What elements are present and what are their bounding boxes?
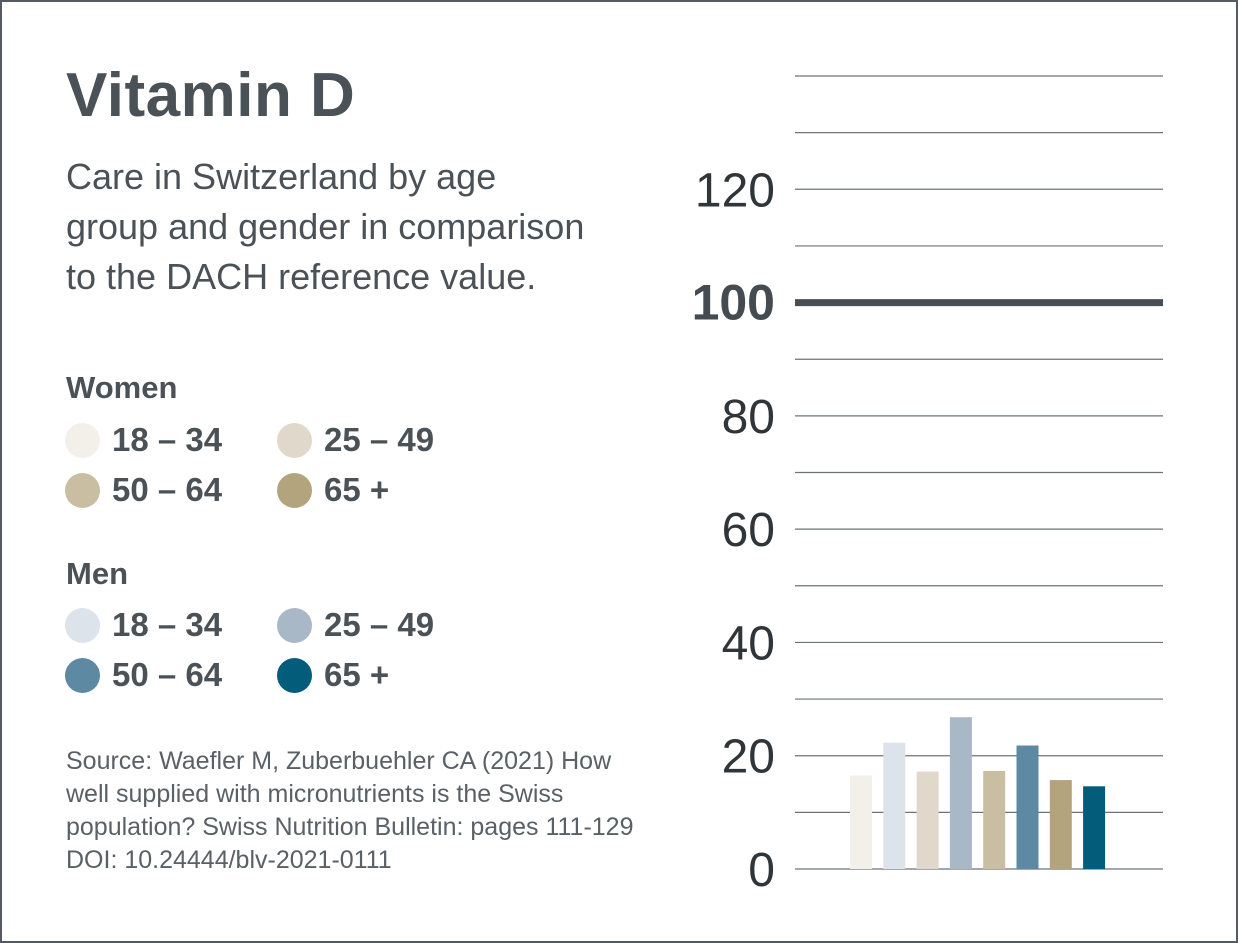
legend-women-18-34: 18 – 34 <box>65 420 222 460</box>
legend-dot-icon <box>277 607 312 643</box>
legend-men-50-64: 50 – 64 <box>65 655 222 695</box>
chart-title: Vitamin D <box>66 61 356 130</box>
legend-dot-icon <box>277 422 312 458</box>
bar-1 <box>850 775 872 869</box>
legend-dot-icon <box>277 472 312 508</box>
bar-8 <box>1083 786 1106 869</box>
bar-5 <box>983 771 1006 869</box>
legend-dot-icon <box>65 472 100 508</box>
bar-6 <box>1016 745 1039 869</box>
bar-3 <box>916 771 939 869</box>
legend-women-25-49: 25 – 49 <box>277 420 434 460</box>
y-tick-label: 120 <box>695 164 775 217</box>
bar-7 <box>1049 780 1072 869</box>
y-tick-label: 20 <box>722 731 775 784</box>
legend-women-heading: Women <box>66 370 178 405</box>
legend-dot-icon <box>65 657 100 693</box>
legend-women-65-plus: 65 + <box>277 470 389 510</box>
legend-label: 65 + <box>324 471 390 508</box>
legend-label: 25 – 49 <box>324 606 435 643</box>
bar-2 <box>883 742 906 869</box>
legend-women-50-64: 50 – 64 <box>65 470 222 510</box>
legend-men-18-34: 18 – 34 <box>65 605 222 645</box>
y-tick-label: 80 <box>722 391 775 444</box>
legend-dot-icon <box>277 657 312 693</box>
bar-4 <box>949 717 972 869</box>
legend-dot-icon <box>65 607 100 643</box>
legend-men-25-49: 25 – 49 <box>277 605 434 645</box>
y-tick-label: 0 <box>748 844 775 897</box>
legend-label: 65 + <box>324 656 390 693</box>
y-tick-label: 100 <box>692 275 775 331</box>
y-tick-label: 60 <box>722 504 775 557</box>
legend-dot-icon <box>65 422 100 458</box>
source-citation: Source: Waefler M, Zuberbuehler CA (2021… <box>66 747 634 874</box>
legend-men-heading: Men <box>66 556 128 591</box>
legend-label: 50 – 64 <box>112 656 223 693</box>
chart-subtitle: Care in Switzerland by age group and gen… <box>66 156 585 297</box>
y-tick-label: 40 <box>722 617 775 670</box>
legend-label: 18 – 34 <box>112 421 223 458</box>
legend-label: 18 – 34 <box>112 606 223 643</box>
legend-label: 50 – 64 <box>112 471 223 508</box>
legend-label: 25 – 49 <box>324 421 435 458</box>
legend-men-65-plus: 65 + <box>277 655 389 695</box>
